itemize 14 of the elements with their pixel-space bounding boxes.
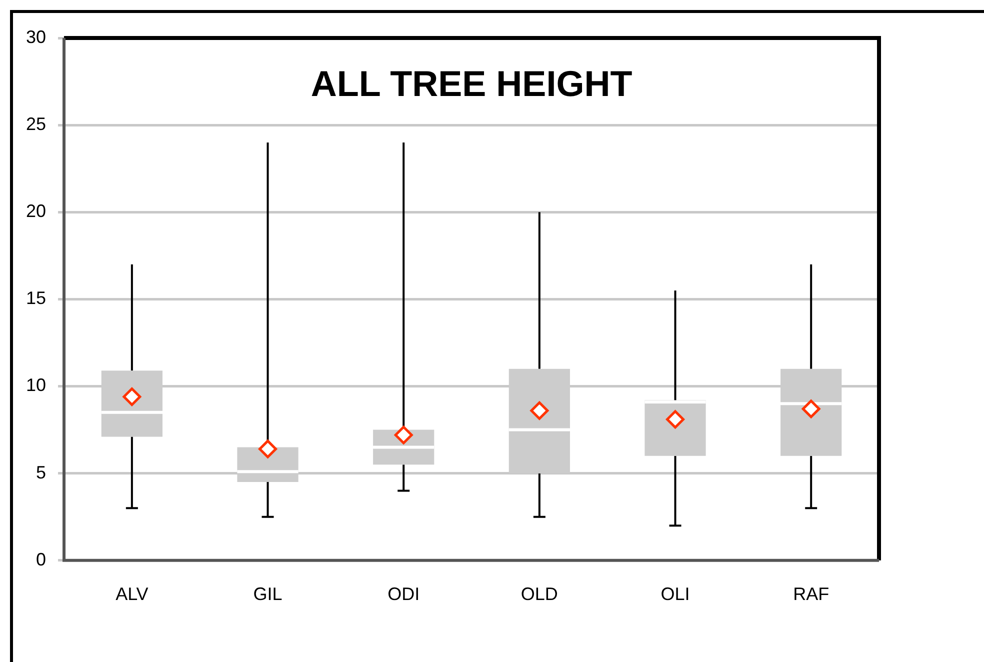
y-tick-label: 5	[36, 462, 46, 482]
y-tick-label: 10	[26, 375, 46, 396]
x-tick-label: RAF	[793, 584, 830, 604]
text: ALL TREE HEIGHT	[310, 62, 632, 104]
y-tick-label: 15	[26, 288, 46, 308]
y-tick-label: 25	[26, 114, 46, 134]
x-tick-label: OLD	[520, 584, 558, 604]
x-tick-label: GIL	[253, 584, 282, 604]
x-tick-label: ALV	[116, 584, 148, 604]
y-tick-label: 30	[26, 26, 46, 47]
y-tick-label: 0	[36, 549, 46, 570]
x-tick-label: ODI	[388, 584, 420, 604]
x-tick-label: OLI	[660, 584, 690, 604]
y-tick-label: 20	[26, 201, 46, 222]
